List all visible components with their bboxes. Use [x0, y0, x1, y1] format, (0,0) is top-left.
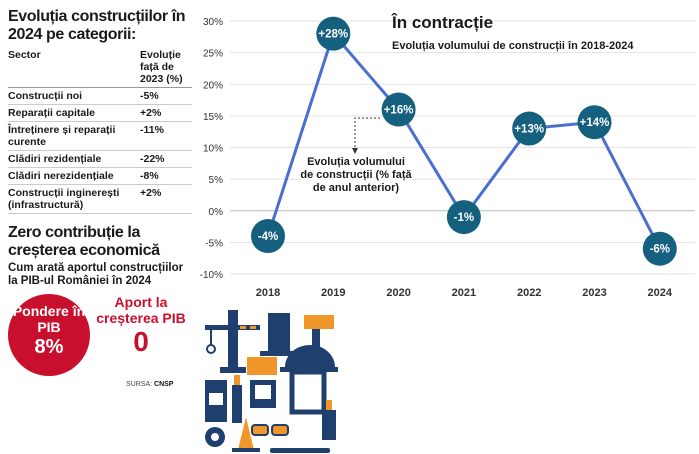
x-tick-label: 2023 — [582, 287, 606, 299]
pondere-label: Pondere în PIB — [12, 303, 86, 335]
x-tick-label: 2020 — [386, 287, 410, 299]
y-tick-label: 0% — [209, 207, 224, 218]
y-tick-label: 25% — [203, 49, 223, 60]
level-icon — [232, 375, 242, 423]
header-sector: Sector — [8, 47, 128, 88]
data-label: -1% — [454, 212, 474, 224]
sector-name: Construcții inginerești (infrastructură) — [8, 184, 128, 214]
x-tick-label: 2019 — [321, 287, 345, 299]
document-icon — [260, 313, 298, 356]
toolbox-icon — [247, 357, 277, 375]
aport-value: 0 — [133, 326, 149, 357]
pondere-badge: Pondere în PIB 8% — [8, 294, 90, 376]
data-point — [251, 219, 285, 254]
source: SURSA: CNSP — [126, 381, 173, 388]
worker-helmet-icon — [280, 345, 338, 415]
data-point — [577, 105, 612, 140]
sector-value: -8% — [128, 167, 192, 185]
sector-name: Clădiri rezidențiale — [8, 150, 128, 168]
data-point — [512, 111, 547, 146]
pondere-value: 8% — [34, 336, 64, 358]
sector-name: Clădiri nerezidențiale — [8, 167, 128, 185]
line-chart: -10% -5% 0% 5% 10% 15% 20% 25% 30% 2018 2019 2020 2… — [200, 13, 695, 299]
drill-icon — [304, 315, 334, 347]
y-tick-label: 30% — [203, 17, 223, 28]
table-row: Întreținere și reparații curente -11% — [8, 121, 192, 151]
pib-section: Pondere în PIB 8% Aport la creșterea PIB… — [8, 294, 192, 390]
sector-value: +2% — [128, 104, 192, 122]
y-tick-label: -10% — [200, 270, 223, 281]
data-label: +14% — [580, 117, 610, 129]
annotation-arrow-icon — [352, 148, 358, 154]
sector-table: Sector Evoluție față de 2023 (%) Construc… — [8, 47, 192, 214]
annotation-leader — [354, 117, 380, 148]
chart-title: În contracție — [391, 13, 493, 32]
source-name: CNSP — [154, 381, 174, 388]
table-row: Clădiri rezidențiale -22% — [8, 150, 192, 168]
data-label: +28% — [318, 29, 348, 41]
data-point — [446, 200, 481, 235]
x-tick-label: 2021 — [452, 287, 476, 299]
sector-value: +2% — [128, 184, 192, 214]
sector-value: -5% — [128, 87, 192, 105]
gear-icon — [205, 427, 225, 447]
x-tick-label: 2024 — [648, 287, 673, 299]
aport-box: Aport la creșterea PIB 0 — [90, 294, 192, 390]
aport-label: Aport la creșterea PIB — [96, 294, 186, 326]
sector-name: Întreținere și reparații curente — [8, 121, 128, 151]
table-row: Construcții inginerești (infrastructură)… — [8, 184, 192, 214]
source-label: SURSA: — [126, 381, 153, 388]
sector-name: Reparații capitale — [8, 104, 128, 122]
data-point — [316, 16, 351, 51]
data-label: +16% — [384, 105, 414, 117]
sector-value: -22% — [128, 150, 192, 168]
y-tick-label: -5% — [205, 238, 223, 249]
calculator-icon — [205, 380, 227, 422]
header-evolution: Evoluție față de 2023 (%) — [128, 47, 192, 88]
annotation: Evoluția volumului de construcții (% faț… — [300, 156, 412, 195]
base-bar — [270, 448, 330, 453]
table-row: Construcții noi -5% — [8, 87, 192, 105]
tablet-icon — [250, 380, 276, 408]
crane-icon — [205, 310, 260, 373]
table-row: Reparații capitale +2% — [8, 104, 192, 122]
left-panel: Evoluția construcțiilor în 2024 pe categ… — [8, 8, 192, 390]
goggles-icon — [251, 424, 289, 436]
data-label: -4% — [258, 231, 278, 243]
x-tick-label: 2018 — [256, 287, 280, 299]
data-label: -6% — [650, 244, 670, 256]
construction-illustration — [205, 310, 338, 453]
sector-name: Construcții noi — [8, 87, 128, 105]
data-point — [642, 231, 677, 266]
section-subtitle: Cum arată aportul construcțiilor la PIB-… — [8, 262, 184, 287]
y-tick-label: 5% — [209, 175, 224, 186]
data-point — [381, 92, 416, 127]
data-label: +13% — [514, 124, 544, 136]
y-tick-label: 20% — [203, 80, 223, 91]
sector-value: -11% — [128, 121, 192, 151]
x-tick-label: 2022 — [517, 287, 541, 299]
table-title: Evoluția construcțiilor în 2024 pe categ… — [8, 8, 186, 43]
y-tick-label: 10% — [203, 144, 223, 155]
chart-subtitle: Evoluția volumului de construcții în 201… — [392, 40, 634, 52]
section-title: Zero contribuție la creșterea economică — [8, 224, 160, 259]
table-row: Clădiri nerezidențiale -8% — [8, 167, 192, 185]
multimeter-icon — [322, 400, 336, 440]
traffic-cone-icon — [232, 417, 260, 452]
y-tick-label: 15% — [203, 112, 223, 123]
